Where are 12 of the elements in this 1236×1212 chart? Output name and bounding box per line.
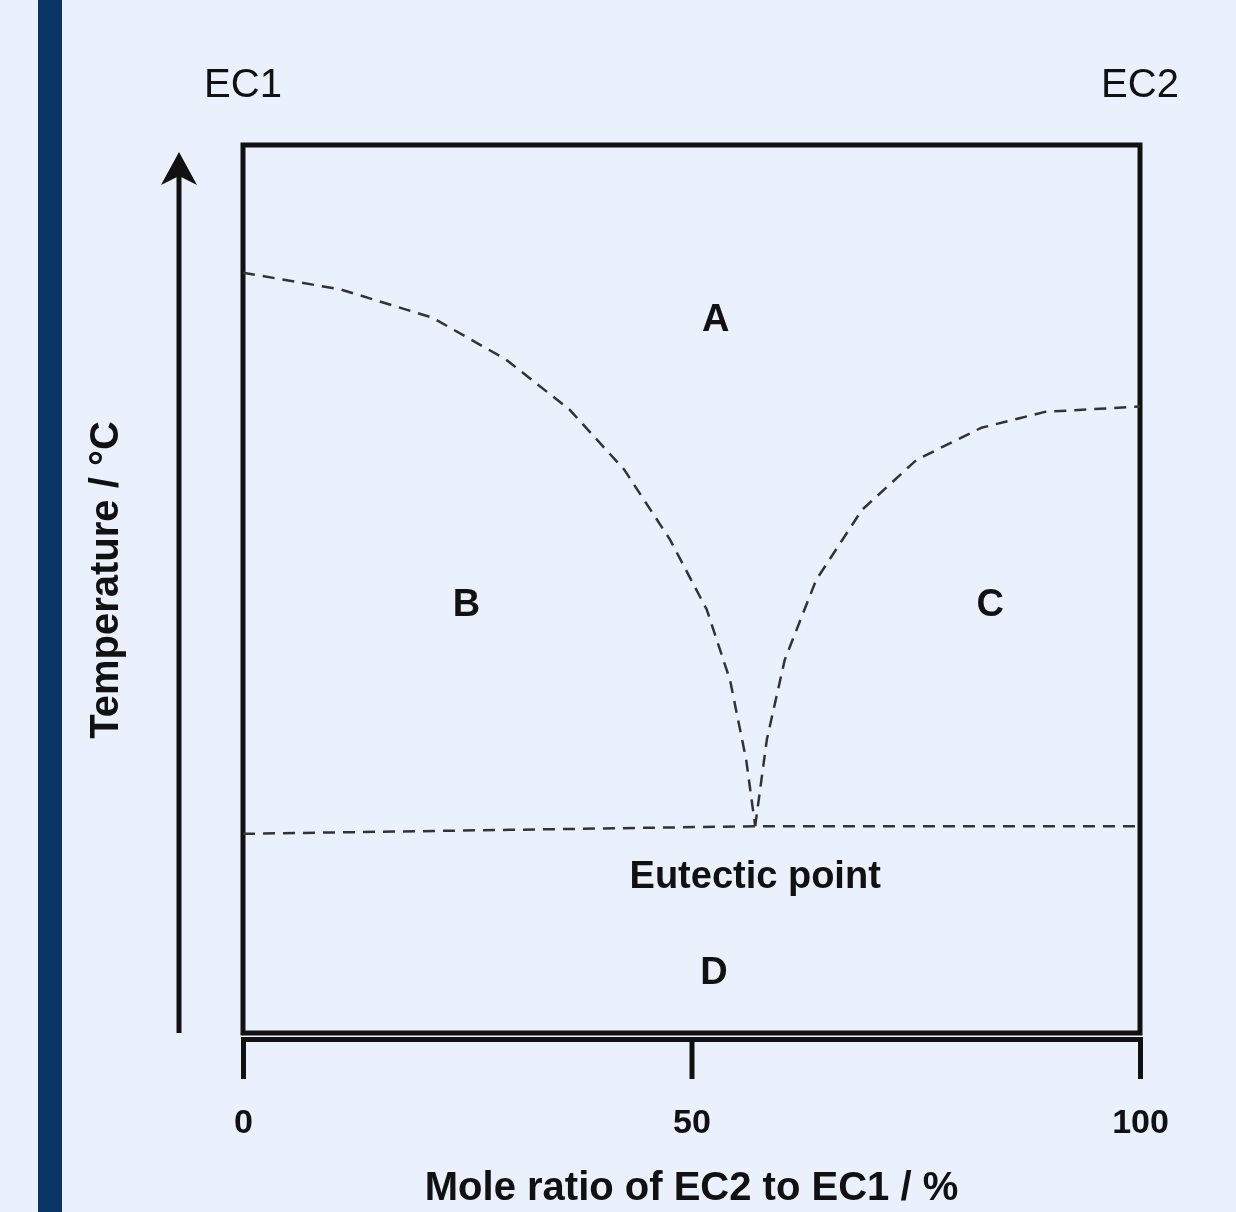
annotation: Eutectic point [629,853,882,896]
x-axis-title: Mole ratio of EC2 to EC1 / % [424,1164,959,1208]
text: EC2 [1101,60,1179,105]
x-tick-label: 100 [1112,1102,1169,1141]
x-tick-label: 50 [673,1102,711,1141]
annotation: D [700,950,728,993]
x-tick-label: 0 [234,1102,253,1141]
annotation: B [452,581,481,624]
annotation: A [701,297,730,340]
y-axis-title: Temperature / °C [82,421,126,739]
text: EC1 [204,60,282,105]
annotation: C [976,581,1004,624]
